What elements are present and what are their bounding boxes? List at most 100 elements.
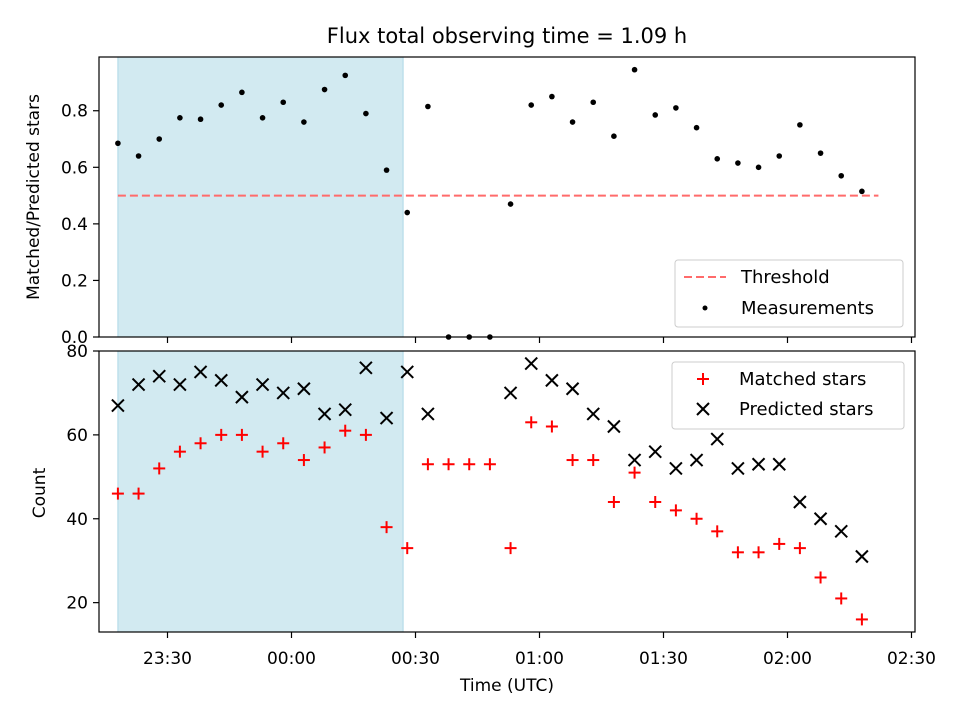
x-tick-label: 02:00: [763, 649, 812, 669]
predicted-star-point: [421, 407, 435, 421]
predicted-star-point: [111, 398, 125, 413]
matched-star-point: [401, 542, 414, 555]
top-x-ticks: [166, 337, 913, 343]
predicted-star-point: [131, 377, 146, 392]
predicted-star-point: [586, 407, 600, 421]
measurement-point: [425, 103, 431, 110]
predicted-star-point: [648, 444, 662, 459]
bottom-y-axis-label: Count: [30, 467, 50, 518]
matched-star-point: [442, 458, 455, 471]
predicted-star-point: [524, 356, 538, 371]
matched-star-point: [690, 512, 703, 525]
top-legend: Threshold Measurements: [674, 259, 904, 328]
bottom-legend-box: [671, 361, 905, 430]
measurement-point: [631, 66, 638, 73]
predicted-star-point: [503, 386, 518, 400]
matched-star-point: [649, 495, 662, 508]
predicted-star-point: [173, 377, 187, 392]
predicted-star-point: [793, 495, 807, 509]
top-legend-box: [674, 259, 904, 328]
matched-star-point: [587, 454, 600, 467]
x-axis-label: Time (UTC): [459, 676, 554, 696]
top-panel: 0.00.20.40.60.8 Matched/Predicted stars …: [24, 56, 916, 348]
measurement-point: [342, 72, 349, 79]
predicted-star-point: [400, 365, 414, 379]
matched-star-point: [545, 420, 558, 433]
predicted-star-point: [152, 369, 166, 383]
matched-star-point: [669, 504, 682, 517]
measurement-point: [259, 115, 266, 121]
matched-star-point: [711, 525, 724, 538]
legend-matched-swatch: [697, 373, 709, 385]
measurement-point: [611, 133, 617, 139]
measurement-point: [776, 153, 783, 159]
measurement-point: [321, 86, 328, 93]
measurement-point: [177, 115, 183, 121]
measurement-point: [507, 201, 514, 207]
matched-star-point: [855, 613, 868, 626]
predicted-star-point: [235, 390, 249, 404]
matched-star-point: [421, 458, 434, 471]
measurement-point: [239, 89, 245, 96]
bottom-panel: 20 40 60 80 23:30 00:00 00:30 01:00 01:30 02:00 0…: [30, 342, 936, 696]
predicted-star-point: [710, 432, 724, 446]
predicted-star-point: [834, 524, 848, 539]
bottom-y-tick-label: 20: [66, 594, 88, 614]
measurement-point: [135, 153, 142, 159]
measurement-point: [590, 99, 597, 106]
predicted-star-point: [545, 373, 559, 388]
predicted-star-point: [317, 407, 332, 421]
top-y-tick-label: 0.4: [61, 215, 88, 235]
predicted-star-point: [214, 373, 228, 388]
predicted-star-point: [276, 386, 290, 400]
matched-star-point: [256, 445, 269, 458]
matched-star-point: [359, 428, 372, 441]
matched-star-point: [483, 458, 496, 471]
matched-star-point: [793, 542, 806, 555]
legend-predicted-swatch: [696, 402, 710, 416]
predicted-star-point: [193, 365, 208, 379]
measurement-point: [383, 167, 390, 173]
matched-star-point: [463, 458, 476, 471]
bottom-x-ticks: 23:30 00:00 00:30 01:00 01:30 02:00 02:30: [143, 632, 936, 669]
matched-star-point: [566, 454, 579, 467]
measurement-point: [197, 116, 204, 123]
measurement-point: [528, 102, 535, 108]
top-y-ticks: 0.0 0.2 0.4 0.6 0.8: [61, 102, 99, 348]
legend-measurements-swatch: [702, 305, 708, 311]
measurement-point: [735, 160, 741, 166]
matched-star-point: [297, 454, 310, 467]
measurement-point: [363, 110, 369, 117]
predicted-star-point: [627, 453, 642, 467]
measurement-point: [569, 119, 576, 125]
predicted-star-point: [855, 549, 869, 564]
measurement-point: [404, 209, 411, 216]
x-tick-label: 23:30: [143, 649, 192, 669]
predicted-star-point: [669, 461, 683, 476]
top-y-tick-label: 0.8: [61, 102, 88, 122]
matched-star-point: [318, 441, 331, 454]
chart-title: Flux total observing time = 1.09 h: [327, 24, 687, 48]
matched-star-point: [731, 546, 744, 559]
bottom-legend: Matched stars Predicted stars: [671, 361, 905, 430]
measurement-point: [652, 112, 659, 118]
legend-matched-label: Matched stars: [739, 369, 866, 390]
matched-star-point: [132, 487, 145, 500]
bottom-y-tick-label: 80: [66, 342, 88, 362]
x-tick-label: 02:30: [887, 649, 936, 669]
measurement-point: [859, 188, 865, 195]
predicted-star-point: [359, 361, 373, 375]
matched-star-point: [835, 592, 848, 605]
top-y-axis-label: Matched/Predicted stars: [24, 94, 44, 300]
measurement-point: [218, 102, 225, 108]
x-tick-label: 01:30: [639, 649, 688, 669]
bottom-plot-area: [111, 350, 869, 633]
top-plot-area: [115, 56, 879, 340]
matched-star-point: [773, 537, 786, 550]
bottom-y-tick-label: 40: [66, 510, 88, 530]
predicted-star-point: [751, 457, 766, 471]
predicted-star-point: [607, 419, 621, 434]
predicted-star-point: [565, 382, 580, 396]
measurement-point: [549, 93, 555, 100]
